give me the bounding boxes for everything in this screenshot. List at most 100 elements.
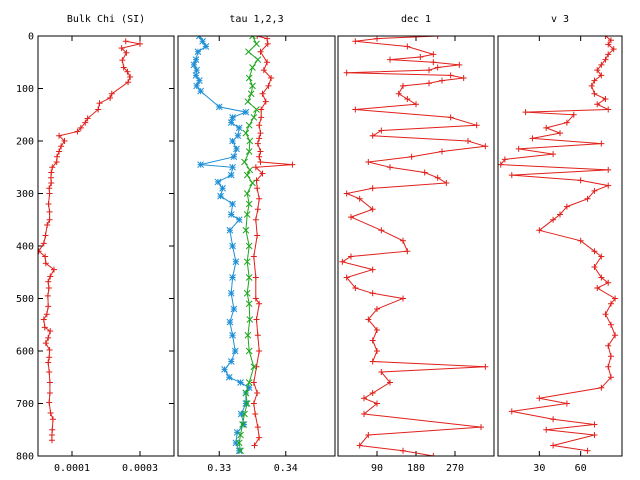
data-point xyxy=(352,106,359,113)
data-point xyxy=(256,135,263,142)
data-point xyxy=(215,103,223,111)
data-point xyxy=(123,49,130,56)
data-point xyxy=(443,180,450,186)
data-point xyxy=(254,390,261,396)
data-point xyxy=(232,439,240,447)
data-point xyxy=(229,242,236,250)
data-point xyxy=(82,119,89,126)
data-point xyxy=(43,311,50,318)
data-point xyxy=(254,332,261,339)
data-point xyxy=(289,161,296,168)
data-point xyxy=(227,119,235,126)
data-point xyxy=(48,432,55,438)
data-point xyxy=(237,410,245,418)
data-point xyxy=(241,410,248,418)
data-point xyxy=(47,273,54,280)
data-point xyxy=(254,232,261,239)
data-point xyxy=(262,98,269,105)
data-point xyxy=(239,421,246,428)
panel-4: v 3 30 60 xyxy=(497,14,623,474)
data-point xyxy=(421,169,428,176)
data-point xyxy=(245,148,253,155)
data-point xyxy=(607,37,614,44)
data-point xyxy=(563,119,570,126)
data-point xyxy=(369,266,376,273)
data-point xyxy=(47,174,54,181)
data-point xyxy=(45,334,52,341)
data-point xyxy=(58,143,65,150)
data-point xyxy=(46,354,53,361)
data-point xyxy=(229,137,236,145)
data-point xyxy=(197,161,204,168)
x-tick-label: 0.33 xyxy=(207,463,231,474)
data-point xyxy=(430,453,437,456)
data-point xyxy=(245,74,253,82)
data-point xyxy=(229,114,236,121)
data-point xyxy=(229,200,236,208)
data-point xyxy=(252,411,259,417)
panel-frame xyxy=(337,35,495,457)
data-point xyxy=(124,68,131,75)
data-point xyxy=(598,274,605,281)
data-point xyxy=(245,274,253,281)
data-point xyxy=(522,109,529,116)
data-point xyxy=(591,248,598,255)
data-point xyxy=(53,159,60,165)
data-point xyxy=(550,442,557,449)
series-line-1 xyxy=(253,36,293,446)
data-point xyxy=(235,216,243,224)
data-point xyxy=(400,447,406,454)
data-point xyxy=(259,170,266,177)
data-point xyxy=(605,51,612,58)
panel-frame xyxy=(37,35,175,457)
series-line-1 xyxy=(341,36,486,456)
data-point xyxy=(96,100,103,107)
plot-area xyxy=(38,38,143,444)
data-point xyxy=(242,389,250,397)
data-point xyxy=(227,171,235,179)
data-point xyxy=(127,73,134,80)
data-point xyxy=(268,75,275,81)
data-point xyxy=(40,316,47,323)
data-point xyxy=(591,264,598,270)
data-point xyxy=(245,121,253,129)
plot-area xyxy=(190,36,296,455)
data-point xyxy=(46,346,53,353)
data-point xyxy=(251,442,258,449)
data-point xyxy=(605,342,612,349)
data-point xyxy=(365,432,372,438)
data-point xyxy=(577,177,584,184)
data-point xyxy=(343,69,350,76)
data-point xyxy=(49,416,56,423)
data-point xyxy=(378,127,385,134)
data-point xyxy=(256,153,263,160)
data-point xyxy=(264,40,271,47)
data-point xyxy=(46,390,53,396)
data-point xyxy=(536,395,543,402)
data-point xyxy=(125,79,132,86)
data-point xyxy=(40,240,47,247)
data-point xyxy=(119,57,126,64)
data-point xyxy=(44,292,51,299)
data-point xyxy=(259,90,266,97)
data-point xyxy=(120,64,127,71)
data-point xyxy=(46,216,53,223)
data-point xyxy=(361,411,367,417)
data-point xyxy=(588,82,595,89)
series-line-2 xyxy=(193,36,250,451)
x-tick-label: 90 xyxy=(371,463,383,474)
data-point xyxy=(605,41,612,48)
data-point xyxy=(400,237,406,244)
data-point xyxy=(254,56,262,63)
data-point xyxy=(602,36,609,39)
data-point xyxy=(230,153,238,161)
data-point xyxy=(508,172,515,179)
y-tick-label: 0 xyxy=(28,32,34,43)
data-point xyxy=(343,274,350,281)
data-point xyxy=(591,90,598,97)
panel-1: Bulk Chi (SI) 0 100 200 300 400 500 600 700 800 0.… xyxy=(16,14,175,474)
data-point xyxy=(465,138,471,144)
panel-frame xyxy=(497,35,623,457)
data-point xyxy=(430,59,437,66)
